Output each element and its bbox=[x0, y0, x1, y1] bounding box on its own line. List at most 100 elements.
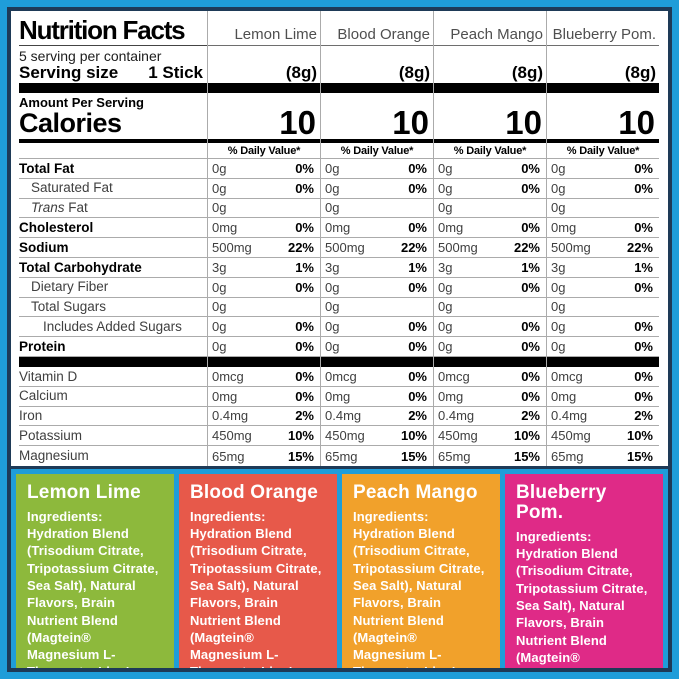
serving-size-value: 1 Stick bbox=[148, 63, 203, 83]
amount-value: 0g bbox=[212, 299, 227, 315]
daily-value-percent: 22% bbox=[400, 240, 427, 256]
nutrient-value-row: 500mg 22% bbox=[321, 238, 433, 258]
nutrient-row: Potassium bbox=[19, 426, 207, 447]
flavor-name: Lemon Lime bbox=[234, 26, 317, 43]
daily-value-header: % Daily Value* bbox=[321, 143, 433, 159]
daily-value-percent: 0% bbox=[634, 160, 653, 176]
nutrient-label: Trans Fat bbox=[31, 200, 88, 216]
daily-value-percent: 0% bbox=[521, 368, 540, 384]
daily-value-percent: 0% bbox=[634, 339, 653, 355]
panel-title-row: Nutrition Facts bbox=[19, 11, 207, 46]
amount-value: 0.4mg bbox=[212, 408, 249, 424]
calories-label: Calories bbox=[19, 108, 122, 139]
amount-value: 0g bbox=[551, 180, 566, 196]
label-inner-frame: Nutrition Facts 5 serving per container … bbox=[7, 7, 672, 672]
amount-value: 0g bbox=[325, 339, 340, 355]
nutrient-row: Vitamin D bbox=[19, 367, 207, 387]
nutrient-row: Protein bbox=[19, 337, 207, 357]
daily-value-percent: 0% bbox=[634, 180, 653, 196]
amount-value: 0mcg bbox=[551, 368, 583, 384]
amount-value: 0g bbox=[551, 279, 566, 295]
daily-value-percent: 0% bbox=[634, 368, 653, 384]
amount-value: 0g bbox=[212, 319, 227, 335]
medium-divider-bar bbox=[434, 139, 546, 143]
daily-value-percent: 0% bbox=[521, 220, 540, 236]
daily-value-percent: 0% bbox=[295, 279, 314, 295]
amount-value: 0mg bbox=[551, 388, 577, 404]
flavor-column-lemon-lime: Lemon Lime (8g) 10% Daily Value* 0g 0% 0g 0% 0g… bbox=[207, 11, 320, 466]
nutrient-value-row: 0mg 0% bbox=[321, 387, 433, 407]
nutrient-row: Dietary Fiber bbox=[19, 278, 207, 298]
daily-value-percent: 0% bbox=[408, 339, 427, 355]
nutrient-row: Total Fat bbox=[19, 159, 207, 179]
daily-value-percent: 0% bbox=[521, 388, 540, 404]
daily-value-percent: 0% bbox=[408, 319, 427, 335]
daily-value-header-text: % Daily Value* bbox=[340, 144, 414, 157]
nutrient-value-row: 0g bbox=[208, 199, 320, 219]
serving-info-block: 5 serving per container Serving size 1 S… bbox=[19, 46, 207, 83]
nutrient-value-row: 65mg 15% bbox=[434, 446, 546, 466]
amount-value: 0mcg bbox=[212, 368, 244, 384]
daily-value-percent: 0% bbox=[634, 388, 653, 404]
nutrient-value-row: 0g 0% bbox=[321, 278, 433, 298]
amount-value: 3g bbox=[551, 259, 566, 275]
flavor-calories-row: 10 bbox=[547, 93, 659, 139]
amount-value: 0g bbox=[212, 339, 227, 355]
thick-divider-bar bbox=[434, 83, 546, 93]
amount-value: 500mg bbox=[438, 240, 478, 256]
amount-value: 0g bbox=[438, 200, 453, 216]
nutrient-value-row: 0g bbox=[321, 298, 433, 318]
daily-value-percent: 10% bbox=[287, 428, 314, 444]
flavor-name: Blueberry Pom. bbox=[552, 26, 656, 43]
nutrient-value-row: 0g 0% bbox=[434, 159, 546, 179]
nutrient-value-row: 0.4mg 2% bbox=[434, 407, 546, 427]
daily-value-percent: 0% bbox=[634, 220, 653, 236]
ingredients-text: Ingredients: Hydration Blend (Trisodium … bbox=[27, 508, 159, 672]
serving-size-grams: (8g) bbox=[511, 63, 543, 82]
daily-value-percent: 15% bbox=[400, 448, 427, 464]
nutrient-label: Potassium bbox=[19, 428, 83, 443]
amount-value: 0mg bbox=[438, 388, 464, 404]
flavor-title: Lemon Lime bbox=[27, 481, 141, 503]
nutrition-facts-title: Nutrition Facts bbox=[19, 15, 186, 45]
daily-value-percent: 2% bbox=[521, 408, 540, 424]
nutrient-label: Total Fat bbox=[19, 160, 75, 176]
flavor-column-peach-mango: Peach Mango (8g) 10% Daily Value* 0g 0% 0g 0% 0… bbox=[433, 11, 546, 466]
calories-value: 10 bbox=[392, 104, 429, 142]
amount-value: 0.4mg bbox=[551, 408, 588, 424]
nutrient-row: Calcium bbox=[19, 387, 207, 407]
nutrient-label: Calcium bbox=[19, 388, 68, 404]
flavor-name-row: Lemon Lime bbox=[208, 11, 320, 46]
daily-value-percent: 0% bbox=[521, 160, 540, 176]
nutrient-row: Magnesium bbox=[19, 446, 207, 466]
nutrient-row: Total Sugars bbox=[19, 298, 207, 318]
nutrient-label: Total Sugars bbox=[31, 299, 107, 315]
ingredient-panel-peach-mango: Peach Mango Ingredients: Hydration Blend … bbox=[342, 473, 500, 668]
flavor-column-blood-orange: Blood Orange (8g) 10% Daily Value* 0g 0% 0g 0%… bbox=[320, 11, 433, 466]
nutrient-value-row: 0g bbox=[434, 199, 546, 219]
daily-value-percent: 0% bbox=[295, 388, 314, 404]
amount-value: 0g bbox=[325, 299, 340, 315]
nutrient-row: Iron bbox=[19, 407, 207, 427]
ingredients-section: Lemon Lime Ingredients: Hydration Blend (… bbox=[11, 469, 668, 672]
section-divider-bar bbox=[321, 356, 433, 367]
nutrient-value-row: 0g 0% bbox=[434, 317, 546, 338]
amount-value: 3g bbox=[325, 259, 340, 275]
nutrient-value-row: 0mcg 0% bbox=[321, 367, 433, 387]
flavor-calories-row: 10 bbox=[434, 93, 546, 139]
nutrient-label: Sodium bbox=[19, 239, 69, 255]
daily-value-percent: 0% bbox=[634, 279, 653, 295]
nutrient-value-row: 0g 0% bbox=[547, 179, 659, 199]
amount-value: 0g bbox=[212, 180, 227, 196]
daily-value-percent: 1% bbox=[408, 259, 427, 275]
nutrient-value-row: 0.4mg 2% bbox=[547, 407, 659, 427]
flavor-title: Peach Mango bbox=[353, 481, 478, 503]
ingredients-label: Ingredients: bbox=[353, 508, 429, 524]
nutrient-value-row: 0g bbox=[208, 298, 320, 318]
amount-value: 0g bbox=[551, 200, 566, 216]
daily-value-header-spacer bbox=[19, 143, 207, 159]
calories-value: 10 bbox=[505, 104, 542, 142]
daily-value-percent: 2% bbox=[295, 408, 314, 424]
nutrient-label: Dietary Fiber bbox=[31, 279, 109, 295]
section-divider-bar bbox=[547, 356, 659, 367]
